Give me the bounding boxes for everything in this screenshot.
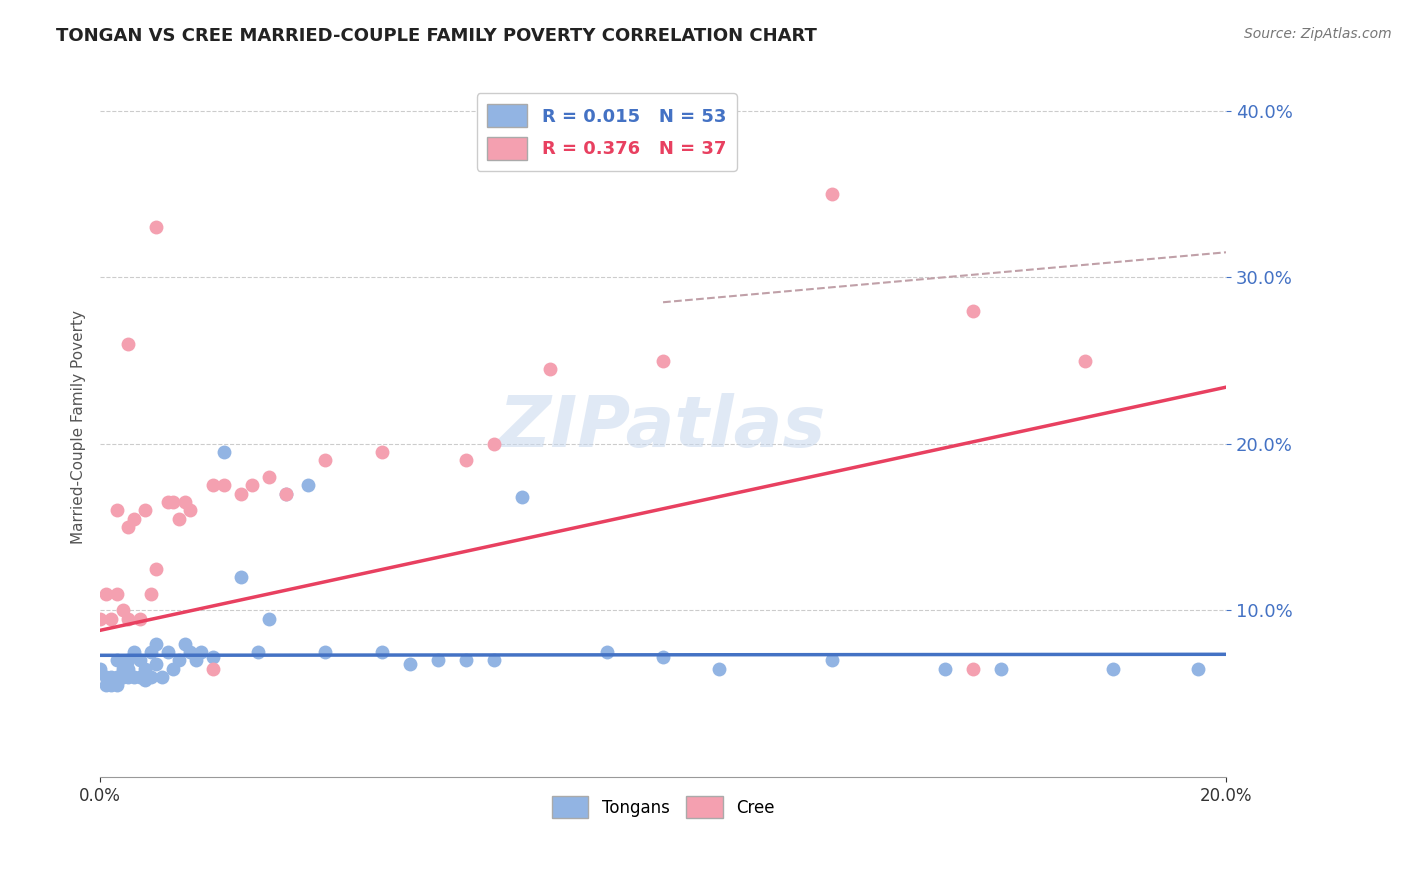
Point — [990, 662, 1012, 676]
Point — [962, 303, 984, 318]
Point — [934, 662, 956, 676]
Point — [162, 495, 184, 509]
Point — [257, 470, 280, 484]
Point — [94, 670, 117, 684]
Point — [94, 587, 117, 601]
Point — [111, 670, 134, 684]
Point — [134, 662, 156, 676]
Point — [122, 670, 145, 684]
Point — [229, 570, 252, 584]
Point — [139, 587, 162, 601]
Point — [240, 478, 263, 492]
Point — [122, 645, 145, 659]
Point — [821, 653, 844, 667]
Text: Source: ZipAtlas.com: Source: ZipAtlas.com — [1244, 27, 1392, 41]
Point — [179, 645, 201, 659]
Point — [117, 520, 139, 534]
Point — [201, 650, 224, 665]
Point — [105, 653, 128, 667]
Point — [821, 187, 844, 202]
Point — [128, 612, 150, 626]
Y-axis label: Married-Couple Family Poverty: Married-Couple Family Poverty — [72, 310, 86, 544]
Point — [314, 645, 336, 659]
Point — [212, 445, 235, 459]
Point — [117, 612, 139, 626]
Point — [100, 670, 122, 684]
Text: TONGAN VS CREE MARRIED-COUPLE FAMILY POVERTY CORRELATION CHART: TONGAN VS CREE MARRIED-COUPLE FAMILY POV… — [56, 27, 817, 45]
Point — [274, 487, 297, 501]
Point — [134, 503, 156, 517]
Point — [128, 653, 150, 667]
Point — [117, 337, 139, 351]
Point — [145, 220, 167, 235]
Point — [426, 653, 449, 667]
Point — [1102, 662, 1125, 676]
Point — [482, 437, 505, 451]
Point — [145, 637, 167, 651]
Point — [190, 645, 212, 659]
Point — [652, 650, 675, 665]
Point — [111, 603, 134, 617]
Point — [117, 653, 139, 667]
Point — [173, 637, 195, 651]
Point — [105, 587, 128, 601]
Point — [370, 645, 392, 659]
Point — [105, 678, 128, 692]
Point — [162, 662, 184, 676]
Point — [89, 662, 111, 676]
Point — [314, 453, 336, 467]
Point — [1074, 353, 1097, 368]
Point — [150, 670, 173, 684]
Point — [134, 673, 156, 688]
Point — [111, 662, 134, 676]
Legend: Tongans, Cree: Tongans, Cree — [546, 789, 782, 824]
Point — [100, 678, 122, 692]
Text: ZIPatlas: ZIPatlas — [499, 392, 827, 462]
Point — [179, 503, 201, 517]
Point — [156, 495, 179, 509]
Point — [246, 645, 269, 659]
Point — [398, 657, 420, 671]
Point — [540, 362, 562, 376]
Point — [117, 662, 139, 676]
Point — [962, 662, 984, 676]
Point — [145, 562, 167, 576]
Point — [167, 512, 190, 526]
Point — [184, 653, 207, 667]
Point — [139, 670, 162, 684]
Point — [89, 612, 111, 626]
Point — [128, 670, 150, 684]
Point — [257, 612, 280, 626]
Point — [596, 645, 619, 659]
Point — [1187, 662, 1209, 676]
Point — [229, 487, 252, 501]
Point — [454, 653, 477, 667]
Point — [100, 612, 122, 626]
Point — [510, 490, 533, 504]
Point — [709, 662, 731, 676]
Point — [173, 495, 195, 509]
Point — [105, 670, 128, 684]
Point — [156, 645, 179, 659]
Point — [274, 487, 297, 501]
Point — [117, 670, 139, 684]
Point — [482, 653, 505, 667]
Point — [212, 478, 235, 492]
Point — [454, 453, 477, 467]
Point — [122, 512, 145, 526]
Point — [139, 645, 162, 659]
Point — [201, 662, 224, 676]
Point — [370, 445, 392, 459]
Point — [167, 653, 190, 667]
Point — [105, 503, 128, 517]
Point — [297, 478, 319, 492]
Point — [145, 657, 167, 671]
Point — [652, 353, 675, 368]
Point — [94, 678, 117, 692]
Point — [201, 478, 224, 492]
